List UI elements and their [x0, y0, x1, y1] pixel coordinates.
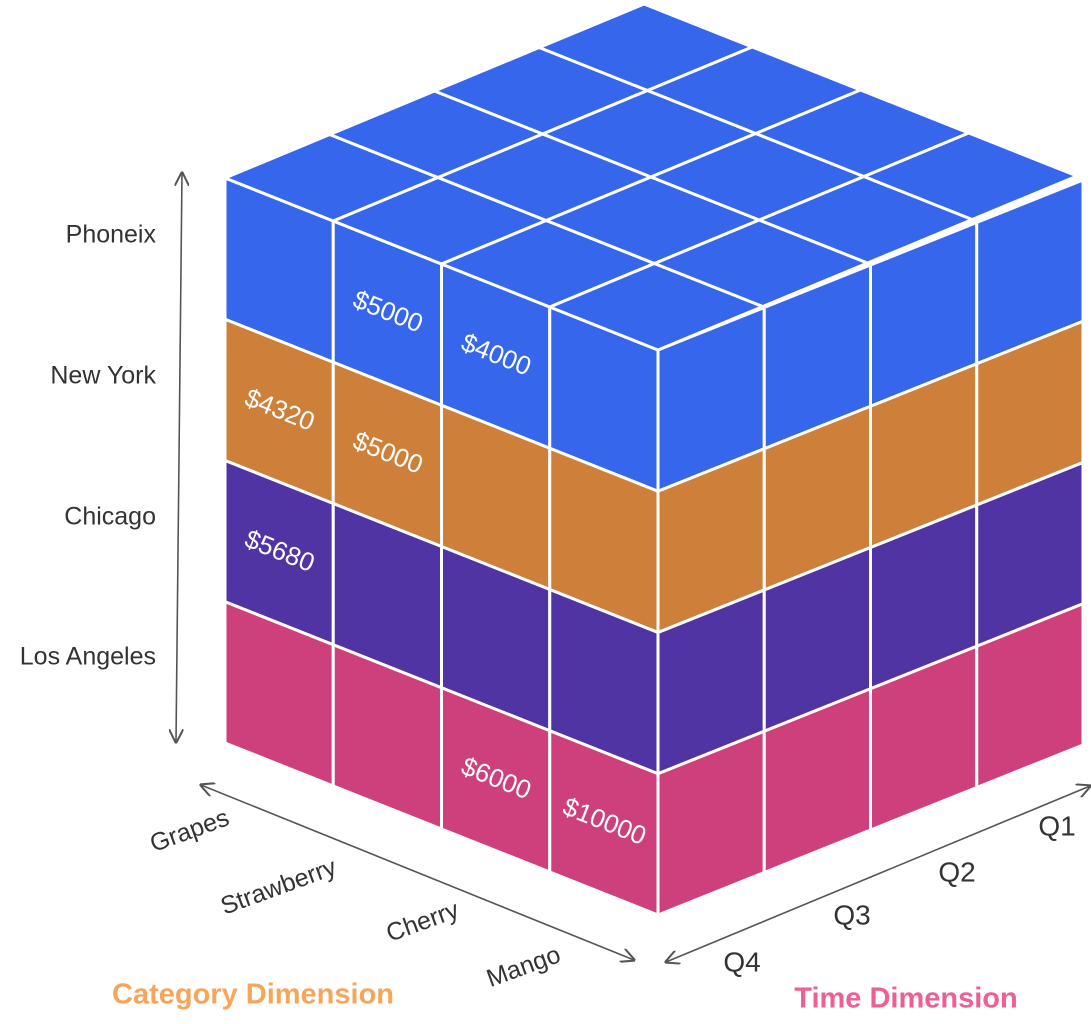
top-face-cell-4-4	[862, 131, 1079, 221]
labels: Phoneix New York Chicago Los Angeles GrapesS…	[20, 173, 1090, 1015]
category-label: Mango	[483, 940, 564, 992]
city-label: Phoneix	[66, 221, 157, 249]
city-label: New York	[50, 362, 156, 390]
time-label: Q4	[723, 946, 760, 977]
category-axis-arrow	[201, 785, 634, 960]
category-label: Cherry	[382, 896, 463, 948]
city-label: Chicago	[64, 503, 156, 531]
right-face-cell-los-angeles-4	[975, 602, 1085, 789]
time-label: Q1	[1038, 810, 1075, 841]
time-axis-arrow	[666, 786, 1090, 962]
time-label: Q2	[938, 856, 975, 887]
time-label: Q3	[833, 899, 870, 930]
category-label: Grapes	[146, 804, 233, 858]
city-axis-arrow	[176, 173, 182, 742]
cube	[223, 2, 1085, 917]
city-label: Los Angeles	[20, 643, 156, 671]
category-dimension-title: Category Dimension	[112, 979, 394, 1011]
category-label: Strawberry	[217, 853, 341, 921]
time-dimension-title: Time Dimension	[794, 983, 1017, 1015]
